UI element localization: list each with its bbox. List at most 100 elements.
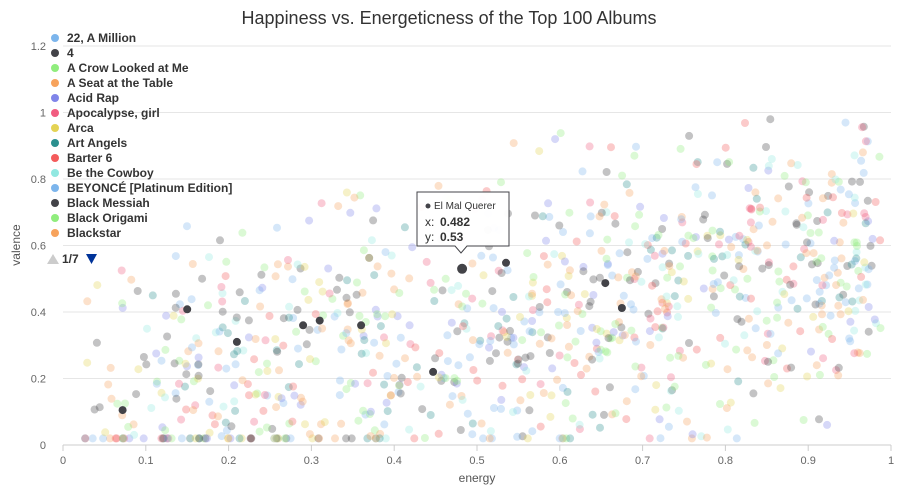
scatter-point[interactable] (799, 223, 808, 232)
scatter-point[interactable] (809, 249, 818, 258)
scatter-point[interactable] (792, 220, 801, 229)
scatter-point[interactable] (677, 213, 686, 221)
scatter-point[interactable] (289, 314, 298, 322)
scatter-point[interactable] (868, 234, 877, 243)
scatter-point[interactable] (88, 434, 97, 443)
scatter-point[interactable] (655, 415, 664, 424)
scatter-point[interactable] (171, 252, 180, 261)
highlighted-point[interactable] (617, 304, 626, 312)
scatter-point[interactable] (214, 412, 222, 421)
scatter-point[interactable] (751, 188, 760, 197)
scatter-point[interactable] (747, 204, 756, 213)
scatter-point[interactable] (261, 336, 270, 345)
highlighted-point[interactable] (118, 406, 127, 415)
scatter-point[interactable] (381, 312, 390, 321)
scatter-point[interactable] (162, 311, 171, 320)
scatter-point[interactable] (600, 410, 608, 419)
highlighted-point[interactable] (601, 279, 610, 288)
scatter-point[interactable] (764, 161, 773, 170)
scatter-point[interactable] (863, 196, 872, 205)
scatter-point[interactable] (822, 281, 831, 290)
scatter-point[interactable] (143, 324, 151, 333)
pager-up-arrow-icon[interactable] (47, 254, 59, 264)
scatter-point[interactable] (244, 333, 253, 342)
scatter-point[interactable] (230, 397, 239, 406)
scatter-point[interactable] (305, 325, 314, 334)
scatter-point[interactable] (844, 190, 853, 199)
scatter-point[interactable] (345, 308, 354, 317)
scatter-point[interactable] (615, 318, 623, 327)
scatter-point[interactable] (476, 336, 485, 345)
scatter-point[interactable] (528, 291, 536, 300)
scatter-point[interactable] (637, 277, 646, 286)
scatter-point[interactable] (773, 313, 782, 322)
scatter-point[interactable] (563, 353, 572, 362)
scatter-point[interactable] (260, 391, 269, 399)
scatter-point[interactable] (556, 280, 565, 289)
scatter-point[interactable] (520, 363, 528, 372)
scatter-point[interactable] (597, 208, 606, 217)
scatter-point[interactable] (513, 359, 522, 368)
scatter-point[interactable] (562, 313, 571, 322)
scatter-point[interactable] (468, 336, 477, 345)
scatter-point[interactable] (405, 425, 414, 434)
scatter-point[interactable] (373, 262, 382, 271)
scatter-point[interactable] (588, 410, 597, 419)
scatter-point[interactable] (366, 432, 375, 441)
scatter-point[interactable] (800, 245, 809, 254)
scatter-point[interactable] (284, 383, 293, 392)
scatter-point[interactable] (643, 241, 652, 250)
scatter-point[interactable] (692, 345, 701, 354)
scatter-point[interactable] (535, 308, 544, 317)
scatter-point[interactable] (846, 317, 855, 326)
scatter-point[interactable] (645, 434, 654, 443)
scatter-point[interactable] (320, 418, 329, 427)
scatter-point[interactable] (325, 289, 334, 298)
scatter-point[interactable] (443, 331, 452, 340)
scatter-point[interactable] (191, 401, 200, 410)
scatter-point[interactable] (183, 222, 191, 231)
scatter-point[interactable] (770, 373, 779, 381)
scatter-point[interactable] (683, 417, 691, 426)
scatter-point[interactable] (311, 357, 320, 366)
scatter-point[interactable] (832, 366, 841, 375)
scatter-point[interactable] (454, 361, 463, 370)
scatter-point[interactable] (764, 261, 773, 270)
scatter-point[interactable] (290, 391, 299, 400)
scatter-point[interactable] (596, 327, 605, 336)
scatter-point[interactable] (528, 328, 537, 337)
scatter-point[interactable] (836, 278, 845, 287)
scatter-point[interactable] (361, 410, 370, 419)
scatter-point[interactable] (263, 367, 272, 375)
scatter-point[interactable] (139, 434, 148, 443)
scatter-point[interactable] (157, 388, 166, 397)
scatter-point[interactable] (279, 399, 288, 408)
scatter-point[interactable] (818, 281, 827, 290)
scatter-point[interactable] (589, 291, 598, 299)
scatter-point[interactable] (702, 433, 711, 442)
scatter-point[interactable] (789, 279, 798, 288)
legend-item[interactable]: 22, A Million (51, 31, 136, 45)
scatter-point[interactable] (516, 313, 524, 321)
scatter-point[interactable] (636, 202, 645, 211)
scatter-point[interactable] (304, 295, 313, 304)
scatter-point[interactable] (528, 278, 537, 287)
scatter-point[interactable] (684, 294, 693, 303)
scatter-point[interactable] (318, 324, 327, 333)
scatter-point[interactable] (373, 310, 382, 319)
scatter-point[interactable] (823, 420, 832, 429)
scatter-point[interactable] (273, 347, 282, 356)
scatter-point[interactable] (688, 430, 697, 439)
scatter-point[interactable] (342, 385, 351, 394)
scatter-point[interactable] (426, 278, 435, 287)
scatter-point[interactable] (120, 434, 129, 443)
scatter-point[interactable] (743, 274, 752, 283)
scatter-point[interactable] (567, 291, 576, 300)
scatter-point[interactable] (554, 308, 563, 316)
scatter-point[interactable] (514, 355, 523, 364)
scatter-point[interactable] (254, 368, 263, 377)
scatter-point[interactable] (468, 259, 477, 268)
scatter-point[interactable] (435, 349, 444, 358)
scatter-point[interactable] (863, 349, 872, 358)
scatter-point[interactable] (667, 268, 676, 277)
